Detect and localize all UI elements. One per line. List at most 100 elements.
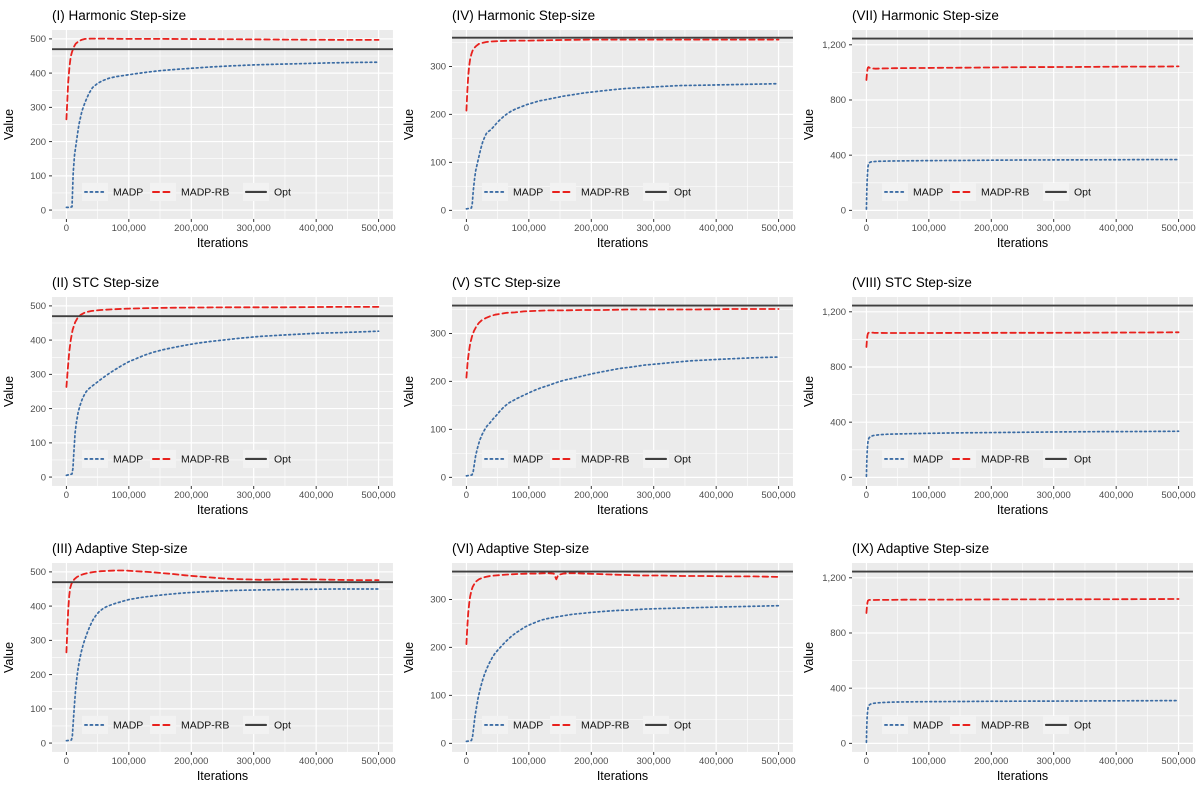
legend-label-opt: Opt (674, 454, 691, 465)
x-tick-label: 200,000 (174, 490, 208, 501)
y-tick-label: 200 (30, 403, 46, 414)
y-tick-label: 100 (30, 438, 46, 449)
legend-label-madp: MADP (113, 721, 143, 732)
x-tick-label: 300,000 (237, 490, 271, 501)
y-tick-label: 0 (841, 206, 846, 217)
y-tick-label: 300 (30, 369, 46, 380)
chart-panel-VIII: 0 100,000 200,000 300,000 400,000 500,000 0 400… (802, 275, 1196, 517)
x-tick-label: 400,000 (299, 756, 333, 767)
y-tick-label: 100 (430, 424, 446, 435)
legend-label-opt: Opt (674, 188, 691, 199)
x-tick-label: 0 (64, 490, 69, 501)
y-tick-label: 0 (441, 206, 446, 217)
x-tick-label: 500,000 (761, 756, 795, 767)
y-tick-label: 0 (41, 739, 46, 750)
y-tick-label: 400 (30, 68, 46, 79)
x-tick-label: 300,000 (637, 756, 671, 767)
x-tick-label: 400,000 (299, 490, 333, 501)
legend-label-opt: Opt (274, 721, 291, 732)
x-tick-label: 400,000 (1099, 756, 1133, 767)
x-tick-label: 100,000 (512, 756, 546, 767)
x-tick-label: 200,000 (574, 490, 608, 501)
madprb-series-line (65, 37, 380, 121)
x-tick-label: 500,000 (361, 223, 395, 234)
y-tick-label: 500 (30, 301, 46, 312)
chart-panel-II: 0 100,000 200,000 300,000 400,000 500,000 0 100… (2, 275, 396, 517)
x-tick-label: 200,000 (974, 223, 1008, 234)
legend-label-madprb: MADP-RB (581, 721, 629, 732)
x-tick-label: 300,000 (637, 490, 671, 501)
y-tick-label: 200 (430, 110, 446, 121)
x-tick-label: 400,000 (1099, 223, 1133, 234)
y-axis-title: Value (802, 642, 816, 673)
panel-title: (IX) Adaptive Step-size (852, 541, 989, 556)
x-tick-label: 300,000 (237, 756, 271, 767)
x-tick-label: 200,000 (574, 756, 608, 767)
y-tick-label: 400 (30, 335, 46, 346)
y-tick-label: 100 (430, 158, 446, 169)
legend-label-madprb: MADP-RB (981, 188, 1029, 199)
x-tick-label: 400,000 (299, 223, 333, 234)
y-axis-title: Value (802, 376, 816, 407)
x-tick-label: 400,000 (699, 490, 733, 501)
legend-label-madp: MADP (113, 454, 143, 465)
x-tick-label: 400,000 (699, 756, 733, 767)
x-tick-label: 0 (864, 490, 869, 501)
y-tick-label: 500 (30, 567, 46, 578)
y-tick-label: 400 (830, 150, 846, 161)
x-axis-title: Iterations (197, 236, 248, 250)
panel-title: (VI) Adaptive Step-size (452, 541, 589, 556)
madprb-series-line (465, 572, 780, 646)
madprb-series-line (865, 65, 1180, 81)
x-tick-label: 500,000 (761, 490, 795, 501)
y-axis-title: Value (2, 376, 16, 407)
legend-label-opt: Opt (274, 454, 291, 465)
panel-title: (IV) Harmonic Step-size (452, 8, 595, 23)
x-tick-label: 100,000 (912, 223, 946, 234)
chart-panel-IV: 0 100,000 200,000 300,000 400,000 500,000 0 100… (402, 8, 796, 250)
x-tick-label: 300,000 (1037, 223, 1071, 234)
chart-panel-IX: 0 100,000 200,000 300,000 400,000 500,000 0 400… (802, 541, 1196, 783)
madp-series-line (65, 329, 380, 476)
y-axis-title: Value (2, 109, 16, 140)
y-tick-label: 200 (30, 670, 46, 681)
legend-label-madp: MADP (913, 454, 943, 465)
y-tick-label: 800 (830, 362, 846, 373)
madp-series-line (865, 430, 1180, 477)
madp-series-line (65, 61, 380, 209)
madp-series-line (465, 605, 780, 743)
madp-series-line (65, 588, 380, 742)
y-tick-label: 400 (30, 602, 46, 613)
x-tick-label: 500,000 (1161, 223, 1195, 234)
x-tick-label: 0 (464, 223, 469, 234)
x-tick-label: 300,000 (237, 223, 271, 234)
legend-label-madprb: MADP-RB (581, 188, 629, 199)
x-tick-label: 200,000 (574, 223, 608, 234)
madprb-series-line (65, 305, 380, 388)
legend-label-madp: MADP (513, 721, 543, 732)
y-tick-label: 100 (30, 704, 46, 715)
x-axis-title: Iterations (597, 236, 648, 250)
legend-label-madp: MADP (513, 188, 543, 199)
x-tick-label: 0 (864, 223, 869, 234)
panel-title: (III) Adaptive Step-size (52, 541, 188, 556)
legend-label-madp: MADP (513, 454, 543, 465)
y-tick-label: 800 (830, 95, 846, 106)
y-tick-label: 1,200 (822, 307, 846, 318)
y-tick-label: 0 (441, 472, 446, 483)
x-tick-label: 0 (464, 756, 469, 767)
y-tick-label: 100 (30, 171, 46, 182)
legend-label-opt: Opt (1074, 188, 1091, 199)
chart-panel-I: 0 100,000 200,000 300,000 400,000 500,000 0 100… (2, 8, 396, 250)
y-tick-label: 200 (430, 643, 446, 654)
legend-label-opt: Opt (674, 721, 691, 732)
x-tick-label: 0 (64, 756, 69, 767)
x-tick-label: 100,000 (112, 490, 146, 501)
y-axis-title: Value (402, 376, 416, 407)
x-tick-label: 200,000 (974, 756, 1008, 767)
x-tick-label: 100,000 (912, 756, 946, 767)
x-tick-label: 100,000 (112, 223, 146, 234)
panel-title: (VIII) STC Step-size (852, 275, 972, 290)
x-axis-title: Iterations (597, 503, 648, 517)
madprb-series-line (865, 331, 1180, 348)
